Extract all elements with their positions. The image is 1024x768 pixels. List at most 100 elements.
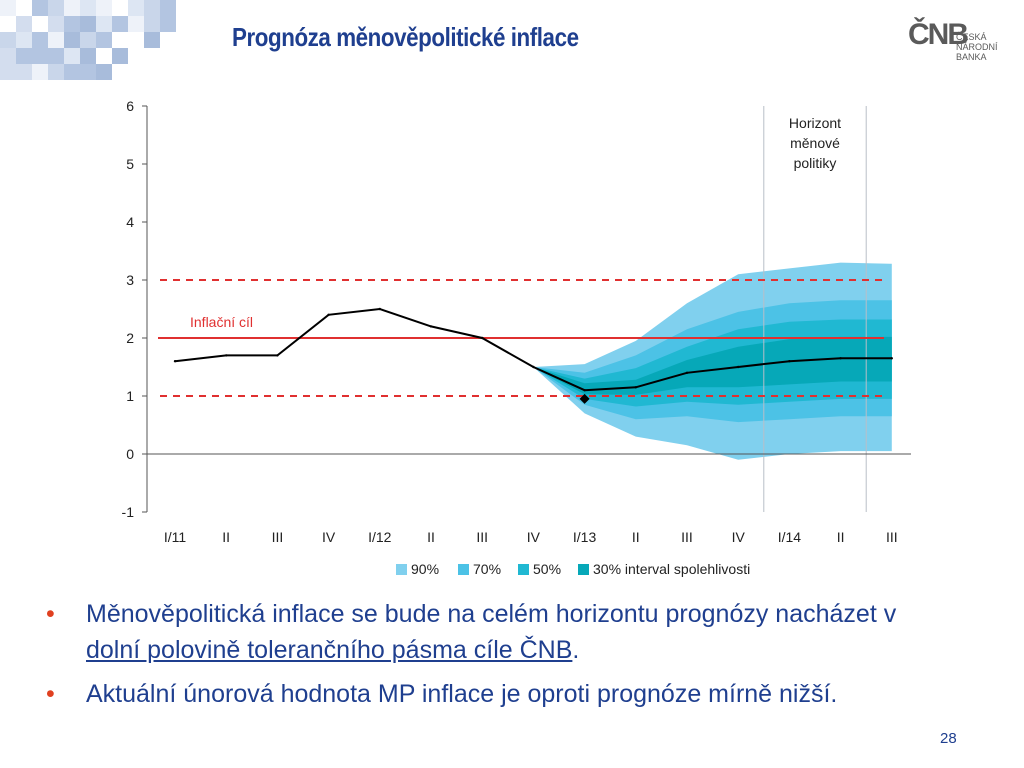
inflation-forecast-point: [634, 386, 637, 389]
page-title: Prognóza měnověpolitické inflace: [232, 22, 579, 52]
inflation-forecast-point: [378, 307, 381, 311]
mosaic-tile: [32, 32, 48, 48]
x-tick-label: IV: [732, 529, 746, 545]
mosaic-tile: [16, 32, 32, 48]
legend-label: 30% interval spolehlivosti: [593, 561, 750, 577]
inflation-forecast-point: [429, 325, 433, 328]
mosaic-tile: [64, 32, 80, 48]
legend-swatch: [518, 564, 529, 575]
inflation-forecast-point: [839, 357, 842, 360]
bullet-list: • Měnověpolitická inflace se bude na cel…: [46, 596, 946, 720]
inflation-forecast-point: [225, 354, 228, 357]
logo-text: ČESKÁ NÁRODNÍ BANKA: [956, 32, 1024, 62]
mosaic-tile: [160, 0, 176, 16]
legend-swatch: [458, 564, 469, 575]
x-tick-label: II: [837, 529, 845, 545]
legend-label: 50%: [533, 561, 561, 577]
mosaic-tile: [16, 16, 32, 32]
x-tick-label: I/13: [573, 529, 597, 545]
inflation-forecast-point: [685, 371, 689, 374]
x-tick-label: II: [222, 529, 230, 545]
legend-swatch: [396, 564, 407, 575]
mosaic-tile: [64, 16, 80, 32]
mosaic-tile: [64, 64, 80, 80]
x-tick-label: II: [427, 529, 435, 545]
mosaic-tile: [144, 16, 160, 32]
bullet-2-text: Aktuální únorová hodnota MP inflace je o…: [86, 680, 838, 708]
horizon-label-line-3: politiky: [794, 155, 837, 171]
horizon-label-line-2: měnové: [790, 135, 840, 151]
mosaic-tile: [0, 32, 16, 48]
legend-label: 90%: [411, 561, 439, 577]
y-tick-label: -1: [122, 504, 135, 520]
y-tick-label: 6: [126, 98, 134, 114]
x-tick-label: I/14: [778, 529, 802, 545]
mosaic-tile: [144, 0, 160, 16]
inflation-forecast-point: [276, 354, 279, 357]
bullet-item-1: • Měnověpolitická inflace se bude na cel…: [46, 596, 946, 668]
mosaic-tile: [144, 32, 160, 48]
x-tick-label: III: [476, 529, 488, 545]
y-tick-label: 2: [126, 330, 134, 346]
inflation-target-label: Inflační cíl: [190, 314, 253, 330]
header-mosaic-decoration: [0, 0, 176, 80]
y-tick-label: 4: [126, 214, 134, 230]
bullet-item-2: • Aktuální únorová hodnota MP inflace je…: [46, 676, 946, 712]
mosaic-tile: [96, 32, 112, 48]
mosaic-tile: [80, 48, 96, 64]
logo-line-1: ČESKÁ: [956, 32, 987, 42]
y-tick-label: 5: [126, 156, 134, 172]
cnb-logo: ČNB ČESKÁ NÁRODNÍ BANKA: [908, 18, 1008, 62]
mosaic-tile: [64, 48, 80, 64]
inflation-forecast-point: [890, 357, 893, 360]
mosaic-tile: [0, 64, 16, 80]
mosaic-tile: [32, 0, 48, 16]
x-tick-label: II: [632, 529, 640, 545]
y-tick-label: 0: [126, 446, 134, 462]
mosaic-tile: [80, 16, 96, 32]
bullet-1-underlined: dolní polovině tolerančního pásma cíle Č…: [86, 636, 573, 664]
mosaic-tile: [96, 0, 112, 16]
mosaic-tile: [16, 64, 32, 80]
x-tick-label: IV: [527, 529, 541, 545]
mosaic-tile: [80, 64, 96, 80]
x-tick-label: IV: [322, 529, 336, 545]
inflation-forecast-point: [583, 389, 586, 392]
mosaic-tile: [64, 0, 80, 16]
page-number: 28: [940, 730, 957, 747]
bullet-1-tail: .: [572, 636, 580, 664]
inflation-forecast-point: [532, 365, 535, 369]
x-tick-label: I/11: [164, 529, 187, 545]
mosaic-tile: [48, 32, 64, 48]
mosaic-tile: [48, 16, 64, 32]
inflation-forecast-point: [737, 365, 740, 369]
x-tick-label: III: [681, 529, 693, 545]
bullet-marker: •: [46, 600, 55, 628]
legend-label: 70%: [473, 561, 501, 577]
mosaic-tile: [112, 48, 128, 64]
x-tick-label: I/12: [368, 529, 392, 545]
x-tick-label: III: [272, 529, 284, 545]
mosaic-tile: [0, 0, 16, 16]
mosaic-tile: [48, 48, 64, 64]
mosaic-tile: [128, 0, 144, 16]
actual-value-marker: [579, 393, 590, 404]
inflation-forecast-point: [788, 360, 791, 363]
inflation-forecast-point: [327, 313, 330, 316]
mosaic-tile: [32, 64, 48, 80]
mosaic-tile: [16, 48, 32, 64]
y-tick-label: 1: [126, 388, 134, 404]
mosaic-tile: [0, 48, 16, 64]
bullet-marker: •: [46, 680, 55, 708]
logo-mark: ČNB: [908, 18, 969, 51]
inflation-forecast-point: [173, 360, 177, 363]
fan-band-4: [533, 336, 892, 395]
horizon-label-line-1: Horizont: [789, 115, 841, 131]
mosaic-tile: [32, 48, 48, 64]
mosaic-tile: [96, 16, 112, 32]
logo-line-2: NÁRODNÍ BANKA: [956, 42, 998, 62]
inflation-forecast-point: [481, 336, 484, 340]
mosaic-tile: [96, 64, 112, 80]
y-tick-label: 3: [126, 272, 134, 288]
